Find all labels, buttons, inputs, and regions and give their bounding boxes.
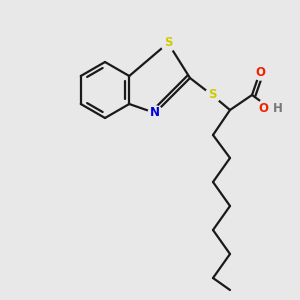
Text: O: O (258, 101, 268, 115)
Text: O: O (255, 65, 265, 79)
Text: S: S (164, 37, 172, 50)
Text: N: N (150, 106, 160, 119)
Text: H: H (273, 101, 283, 115)
Text: S: S (208, 88, 216, 101)
